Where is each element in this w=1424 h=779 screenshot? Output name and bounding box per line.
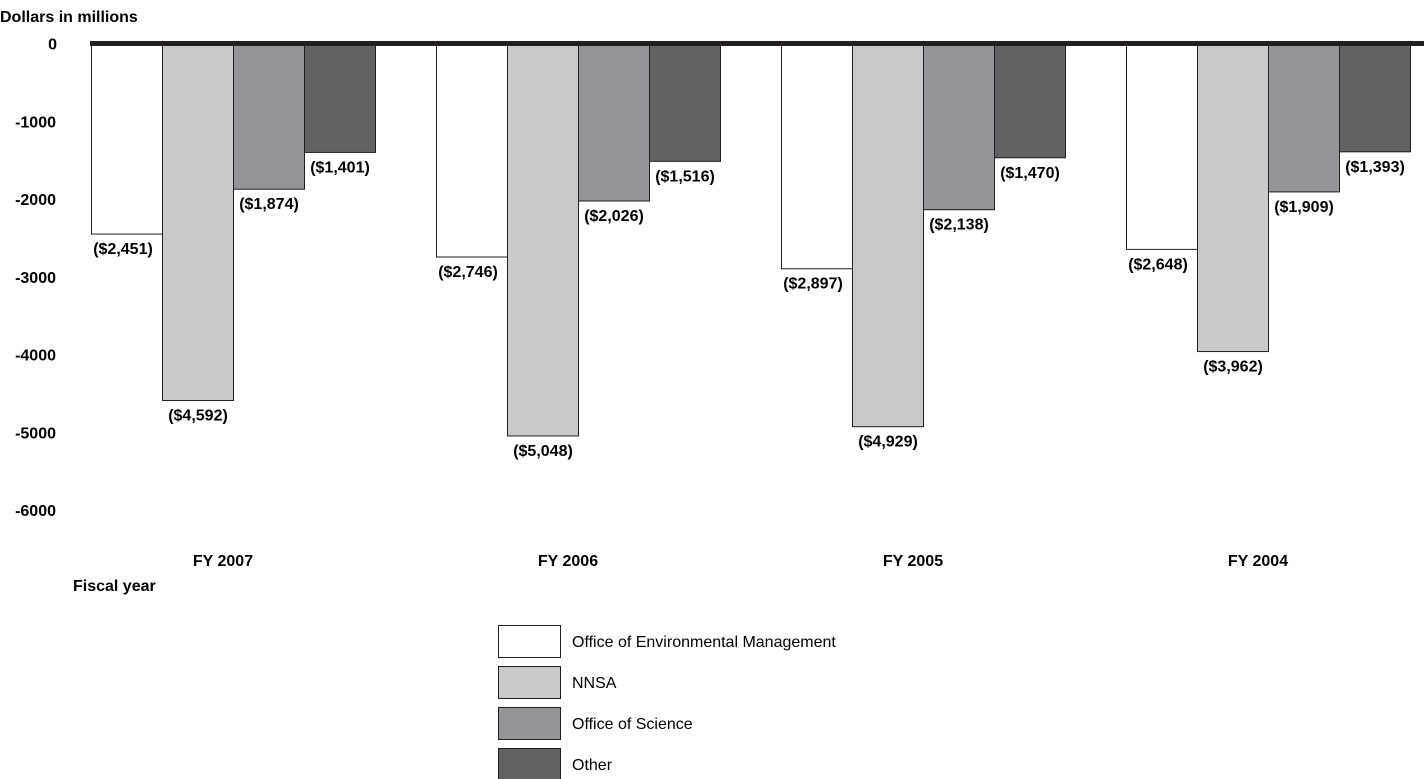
- bar-group: ($2,451) ($4,592) ($1,874) ($1,401): [91, 43, 376, 425]
- category-label: FY 2006: [538, 553, 598, 570]
- data-label: ($1,470): [1000, 165, 1060, 182]
- y-tick-label: -2000: [15, 192, 56, 209]
- legend-swatch: [498, 625, 561, 658]
- legend-item: Office of Science: [498, 707, 693, 740]
- bar: [649, 43, 721, 162]
- legend-swatch: [498, 666, 561, 699]
- bar: [852, 43, 924, 428]
- bar: [304, 43, 376, 153]
- category-labels: FY 2007 FY 2006 FY 2005 FY 2004: [193, 553, 1288, 570]
- data-label: ($1,909): [1274, 199, 1334, 216]
- y-tick-label: 0: [48, 37, 57, 54]
- bar-group: ($2,897) ($4,929) ($2,138) ($1,470): [781, 43, 1066, 451]
- y-axis-title: Dollars in millions: [0, 9, 138, 26]
- bar: [233, 43, 305, 190]
- bar: [162, 43, 234, 402]
- data-label: ($1,401): [310, 159, 370, 176]
- bar-groups: ($2,451) ($4,592) ($1,874) ($1,401) ($2,746)…: [91, 43, 1411, 460]
- y-axis-ticks: 0 -1000 -2000 -3000 -4000 -5000 -6000: [15, 37, 57, 521]
- legend: Office of Environmental Management NNSA Of…: [498, 625, 836, 779]
- bar: [507, 43, 579, 437]
- bar: [91, 43, 163, 235]
- category-label: FY 2004: [1228, 553, 1288, 570]
- y-tick-label: -6000: [15, 503, 56, 520]
- bar: [1268, 43, 1340, 193]
- bar: [994, 43, 1066, 159]
- legend-label: Office of Environmental Management: [572, 634, 836, 651]
- legend-label: NNSA: [572, 675, 617, 692]
- legend-label: Other: [572, 757, 613, 774]
- y-tick-label: -4000: [15, 348, 56, 365]
- bar: [781, 43, 853, 270]
- y-tick-label: -5000: [15, 425, 56, 442]
- data-label: ($2,897): [783, 276, 843, 293]
- bar: [1197, 43, 1269, 353]
- data-label: ($2,648): [1128, 256, 1188, 273]
- bar: [1339, 43, 1411, 153]
- bar: [923, 43, 995, 211]
- legend-item: Other: [498, 748, 613, 779]
- data-label: ($4,929): [858, 434, 918, 451]
- data-label: ($2,026): [584, 208, 644, 225]
- data-label: ($2,138): [929, 217, 989, 234]
- data-label: ($3,962): [1203, 359, 1263, 376]
- data-label: ($1,516): [655, 168, 715, 185]
- legend-item: Office of Environmental Management: [498, 625, 836, 658]
- bar: [1126, 43, 1198, 250]
- zero-baseline: [90, 41, 1424, 46]
- category-label: FY 2005: [883, 553, 943, 570]
- legend-label: Office of Science: [572, 716, 693, 733]
- legend-item: NNSA: [498, 666, 617, 699]
- bar: [436, 43, 508, 258]
- y-tick-label: -3000: [15, 270, 56, 287]
- category-label: FY 2007: [193, 553, 253, 570]
- x-axis-title: Fiscal year: [73, 578, 156, 595]
- data-label: ($5,048): [513, 443, 573, 460]
- data-label: ($2,746): [438, 264, 498, 281]
- bar-group: ($2,746) ($5,048) ($2,026) ($1,516): [436, 43, 721, 460]
- data-label: ($1,874): [239, 196, 299, 213]
- y-tick-label: -1000: [15, 114, 56, 131]
- bar-group: ($2,648) ($3,962) ($1,909) ($1,393): [1126, 43, 1411, 376]
- data-label: ($1,393): [1345, 159, 1405, 176]
- legend-swatch: [498, 748, 561, 779]
- data-label: ($2,451): [93, 241, 153, 258]
- legend-swatch: [498, 707, 561, 740]
- data-label: ($4,592): [168, 408, 228, 425]
- bar: [578, 43, 650, 202]
